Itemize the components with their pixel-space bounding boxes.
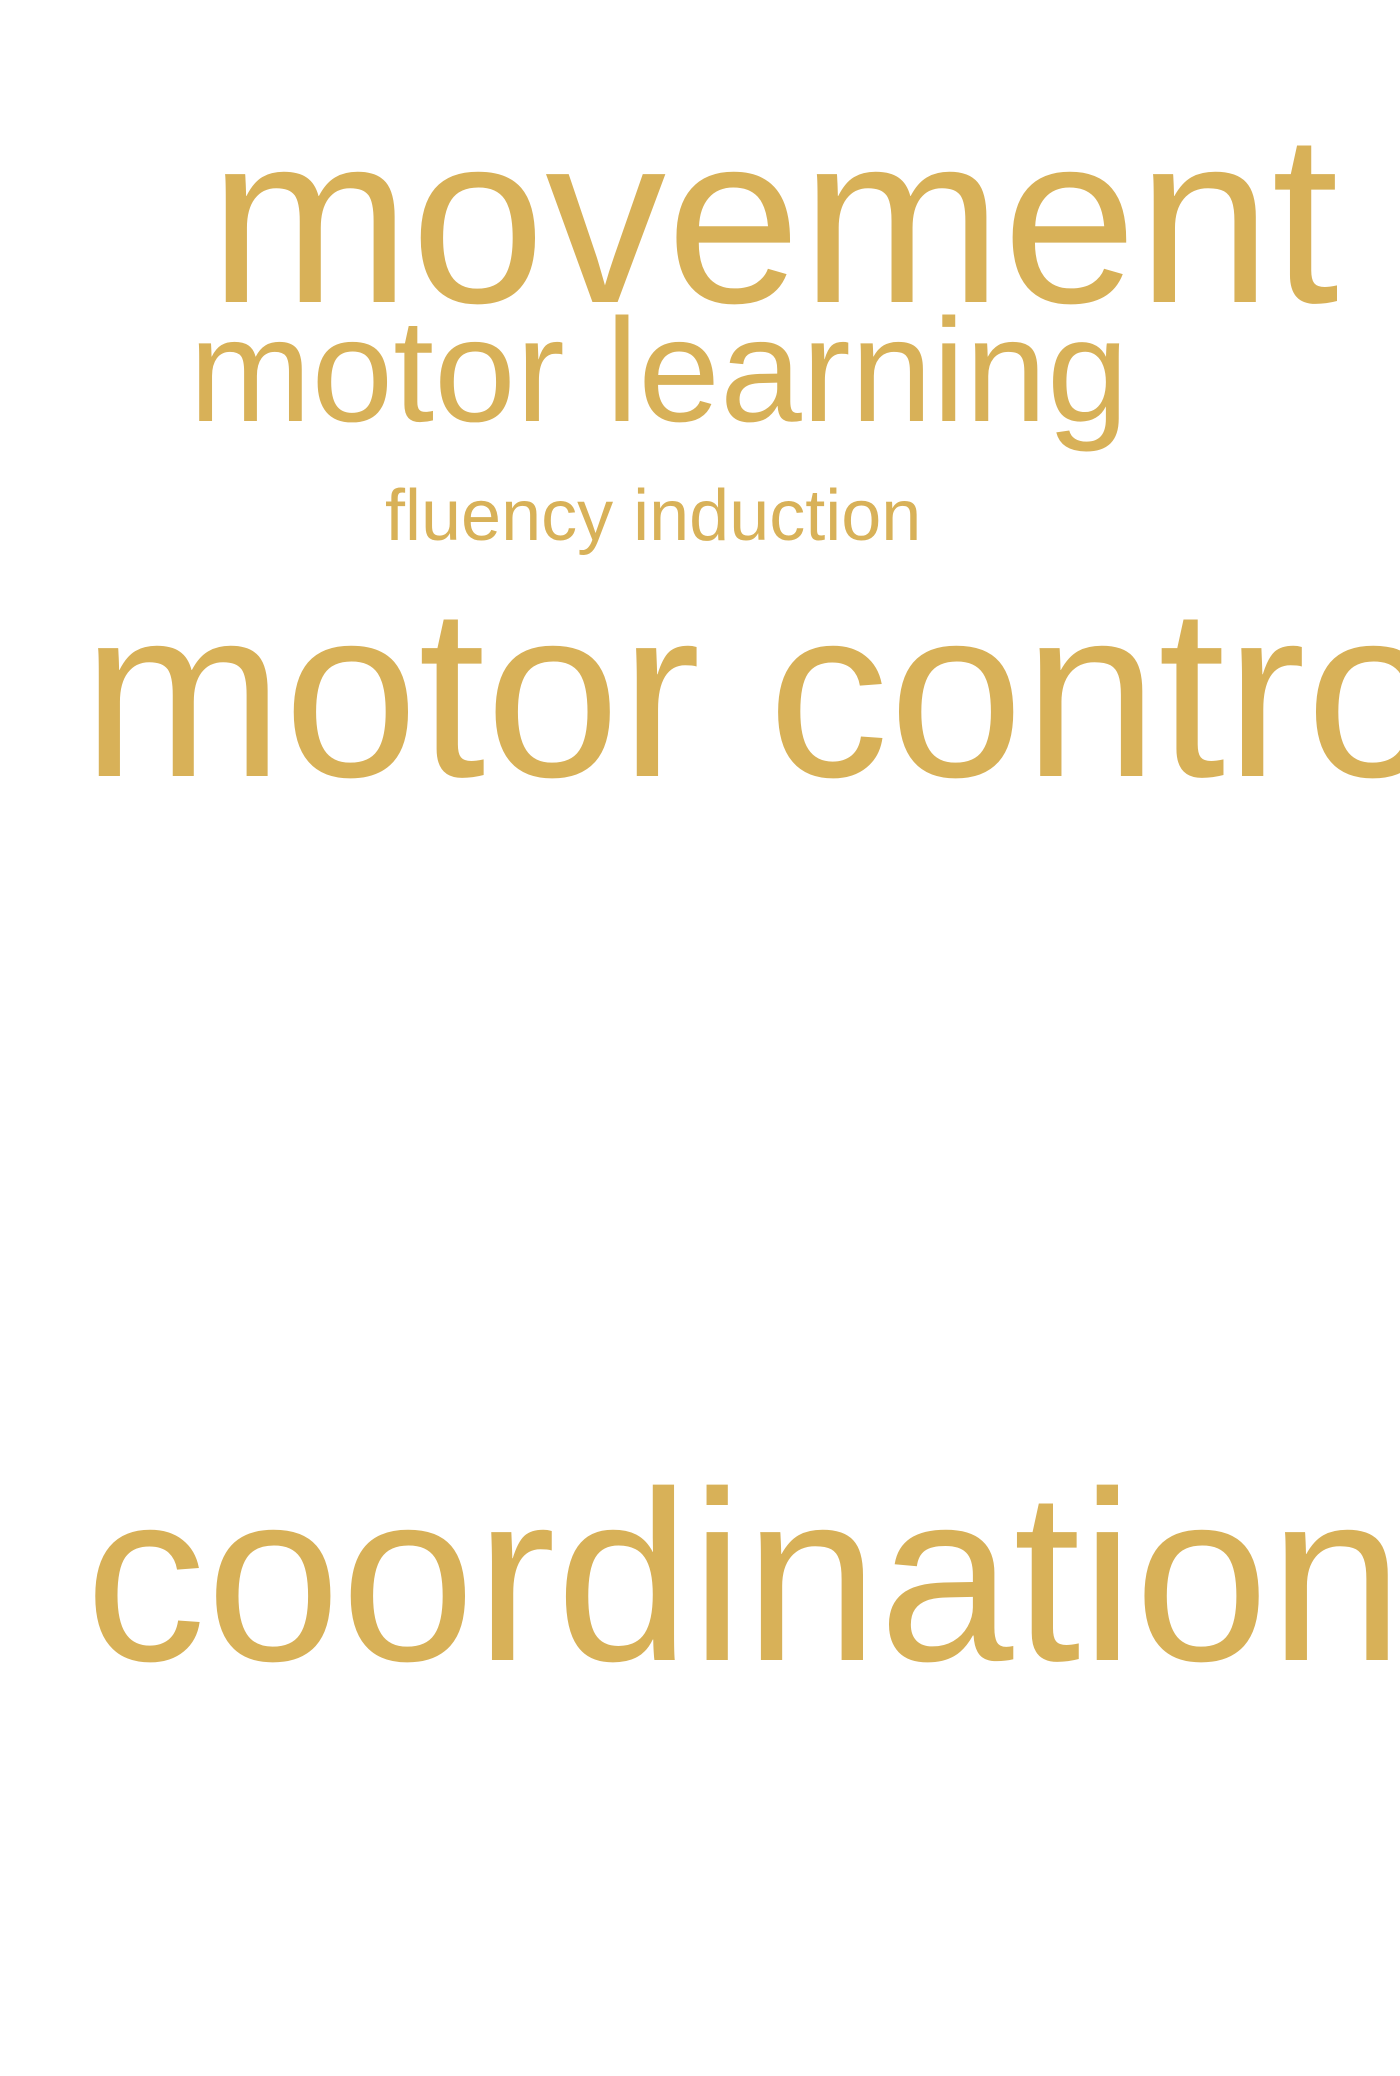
word-fluency-induction: fluency induction xyxy=(385,476,922,556)
word-motor-control: motor control xyxy=(82,558,1400,828)
word-motor-learning: motor learning xyxy=(189,289,1129,453)
word-coordination: coordination xyxy=(85,1442,1400,1712)
word-movement: movement xyxy=(209,84,1339,354)
